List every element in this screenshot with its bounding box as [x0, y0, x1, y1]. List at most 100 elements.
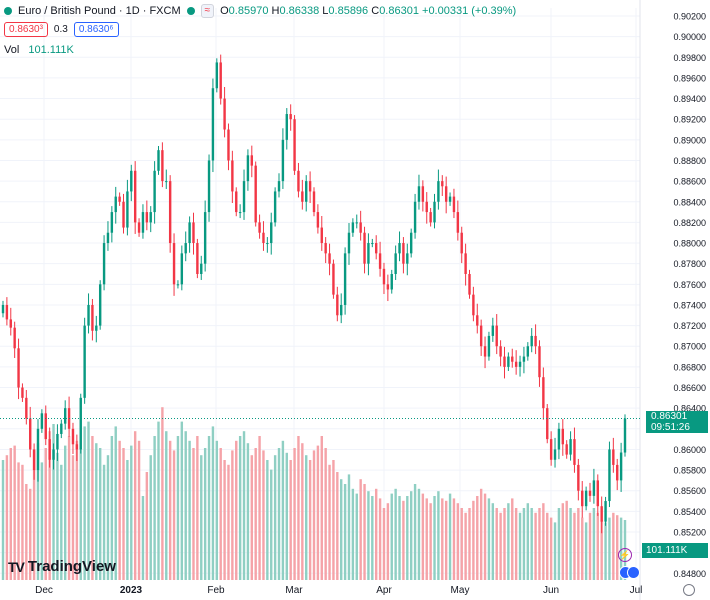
- volume-bar: [21, 464, 24, 580]
- candle-body: [289, 114, 292, 120]
- y-tick-label: 0.90000: [673, 32, 706, 42]
- candle-body: [468, 274, 471, 295]
- candle-body: [549, 439, 553, 460]
- candle-body: [9, 319, 12, 328]
- volume-label[interactable]: Vol: [4, 44, 20, 56]
- volume-bar: [363, 484, 366, 580]
- candle-body: [332, 263, 335, 295]
- volume-bar: [546, 512, 549, 580]
- indicator-icon[interactable]: ≈: [200, 4, 215, 18]
- volume-bar: [301, 443, 304, 580]
- volume-bar: [215, 440, 219, 580]
- candle-body: [588, 490, 592, 496]
- volume-bar: [448, 493, 452, 580]
- candle-body: [165, 181, 168, 183]
- volume-bar: [231, 450, 234, 580]
- candle-body: [293, 119, 296, 171]
- candle-body: [460, 232, 463, 254]
- candle-body: [242, 181, 246, 213]
- volume-bar: [188, 440, 191, 580]
- candle-body: [596, 480, 599, 507]
- price-axis: 0.90200 0.90000 0.89800 0.89600 0.89400 0.892…: [673, 12, 706, 579]
- candle-body: [1, 304, 5, 314]
- volume-bar: [553, 522, 557, 580]
- candle-body: [126, 191, 129, 228]
- candle-body: [305, 181, 308, 202]
- candle-body: [359, 222, 362, 233]
- volume-bar: [114, 426, 117, 580]
- candle-body: [130, 170, 133, 192]
- y-tick-label: 0.88000: [673, 239, 706, 249]
- candle-body: [235, 191, 238, 213]
- trade-panel: 0.8630³ 0.3 0.8630⁶: [4, 22, 119, 37]
- volume-bar: [180, 421, 184, 580]
- y-tick-label: 0.88600: [673, 177, 706, 187]
- volume-bar: [60, 464, 63, 580]
- volume-bar: [479, 488, 483, 580]
- candle-body: [301, 191, 304, 202]
- y-tick-label: 0.89000: [673, 135, 706, 145]
- candle-body: [495, 325, 498, 347]
- candle-body: [444, 186, 448, 202]
- volume-bar: [149, 455, 152, 580]
- lightning-icon[interactable]: ⚡: [618, 548, 632, 562]
- candlesticks: [1, 54, 627, 534]
- chart-grid: [0, 0, 641, 600]
- candle-body: [351, 222, 355, 233]
- candle-body: [227, 129, 230, 161]
- volume-legend: Vol 101.111K: [4, 44, 74, 56]
- symbol-title[interactable]: Euro / British Pound · 1D · FXCM: [18, 5, 181, 17]
- volume-bar: [460, 508, 463, 580]
- candle-body: [60, 423, 63, 434]
- volume-bar: [52, 424, 55, 580]
- volume-bar: [273, 455, 277, 580]
- volume-bar: [5, 455, 9, 580]
- volume-bar: [351, 488, 355, 580]
- candle-body: [277, 181, 281, 192]
- candle-body: [336, 294, 339, 316]
- volume-bar: [433, 496, 436, 580]
- candle-body: [56, 433, 59, 450]
- x-tick-label: 2023: [120, 585, 143, 596]
- y-tick-label: 0.89800: [673, 53, 706, 63]
- x-tick-label: Apr: [376, 585, 392, 596]
- candle-body: [343, 253, 347, 305]
- volume-bar: [110, 436, 114, 580]
- volume-bar: [9, 448, 12, 580]
- candle-body: [577, 464, 580, 491]
- buy-button[interactable]: 0.8630⁶: [73, 22, 119, 37]
- volume-bar: [538, 508, 541, 580]
- volume-bar: [207, 436, 211, 580]
- sell-button[interactable]: 0.8630³: [4, 22, 48, 37]
- candle-body: [161, 150, 164, 182]
- y-tick-label: 0.89600: [673, 73, 706, 83]
- candle-body: [476, 315, 479, 326]
- volume-bar: [569, 508, 572, 580]
- volume-bar: [612, 512, 615, 580]
- candle-body: [448, 196, 452, 202]
- volume-bar: [200, 455, 203, 580]
- volume-bar: [374, 488, 378, 580]
- y-tick-label: 0.87200: [673, 321, 706, 331]
- settings-gear-icon[interactable]: [683, 584, 695, 596]
- candle-body: [316, 212, 320, 228]
- ohlc-values: O0.85970 H0.86338 L0.85896 C0.86301 +0.0…: [220, 5, 517, 17]
- volume-bar: [258, 436, 261, 580]
- volume-bar: [266, 460, 269, 580]
- volume-bar: [145, 472, 149, 580]
- candle-body: [87, 304, 90, 326]
- chart-header: Euro / British Pound · 1D · FXCM ≈ O0.85…: [4, 4, 516, 18]
- candle-body: [44, 413, 47, 440]
- volume-bar: [444, 500, 448, 580]
- candle-body: [565, 444, 568, 455]
- volume-bars: [1, 407, 627, 580]
- volume-bar: [262, 450, 265, 580]
- candle-body: [188, 222, 191, 244]
- volume-bar: [312, 450, 316, 580]
- candle-body: [518, 361, 522, 367]
- event-flag-icon-2[interactable]: [627, 566, 640, 579]
- candle-body: [390, 274, 393, 290]
- candle-body: [133, 170, 137, 223]
- volume-bar: [203, 448, 207, 580]
